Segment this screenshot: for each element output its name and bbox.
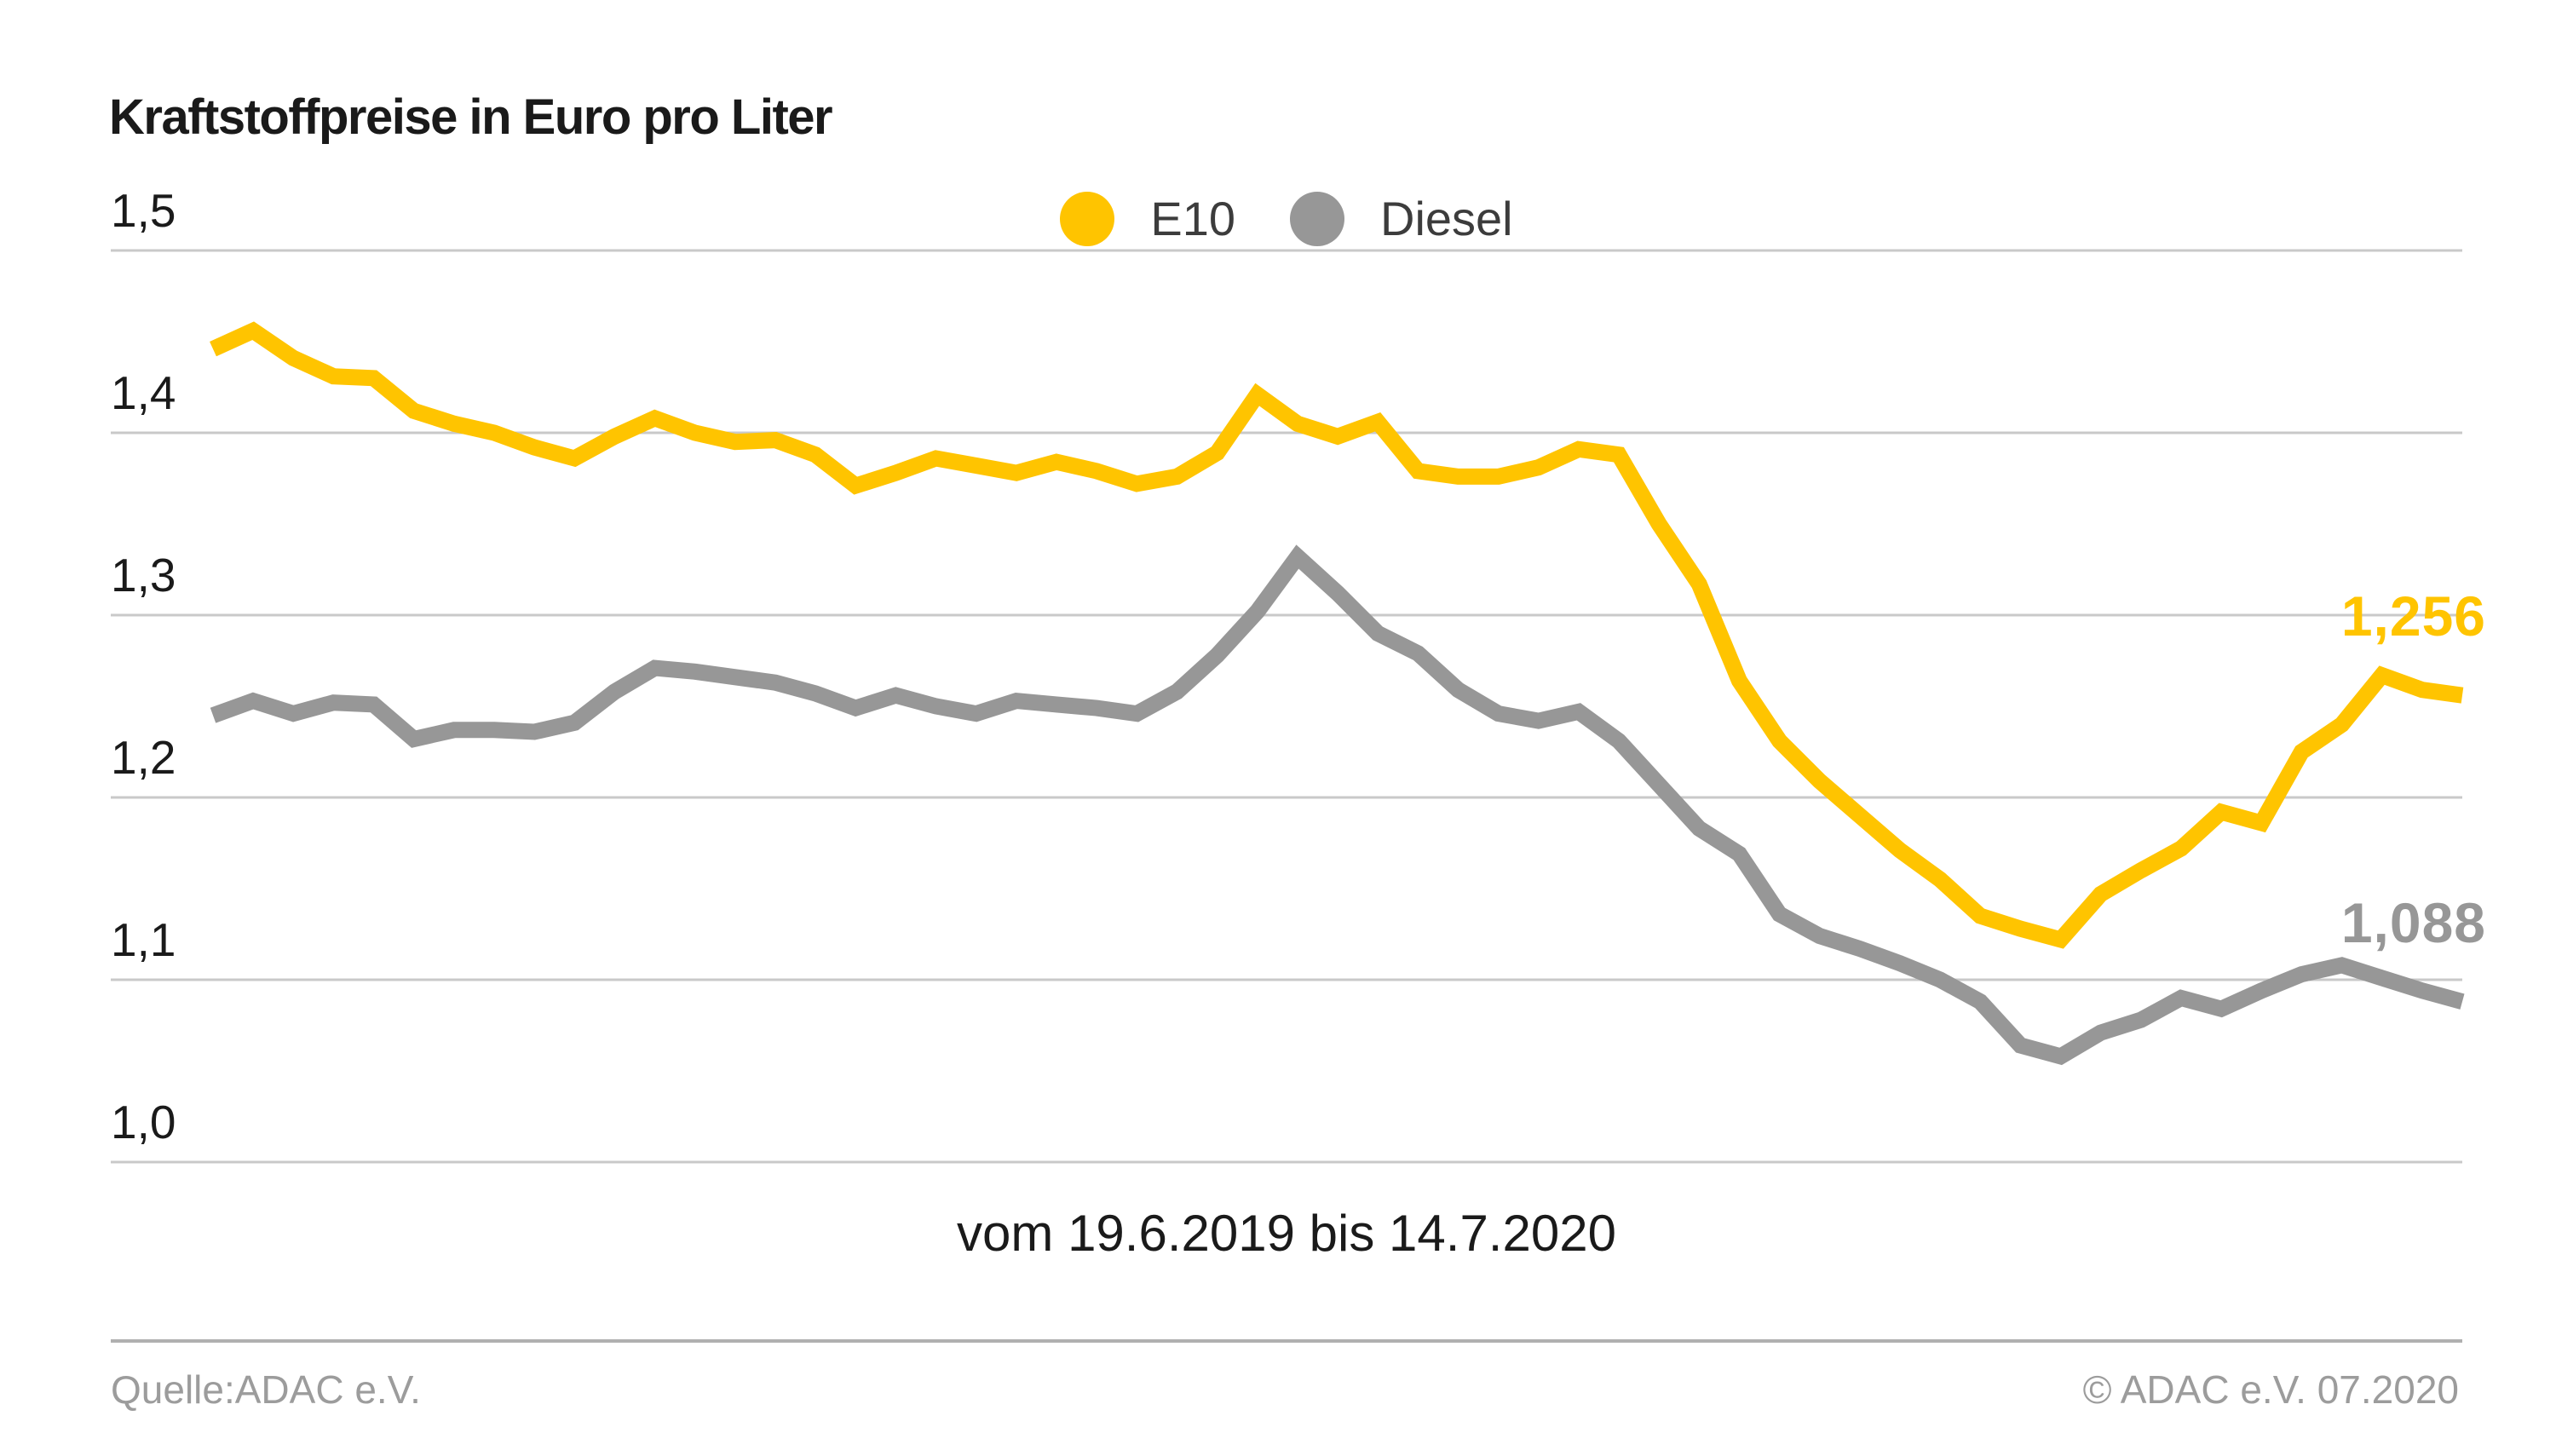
y-axis-label-1-1: 1,1	[111, 913, 176, 966]
legend-item-e10: E10	[1060, 191, 1235, 247]
y-axis-label-1-3: 1,3	[111, 549, 176, 601]
chart-legend: E10 Diesel	[111, 191, 2462, 247]
page-title: Kraftstoffpreise in Euro pro Liter	[109, 89, 833, 145]
legend-swatch-e10-icon	[1060, 192, 1115, 246]
date-range-caption: vom 19.6.2019 bis 14.7.2020	[957, 1205, 1616, 1262]
e10-line	[210, 321, 2464, 949]
y-axis-label-1-5: 1,5	[111, 184, 176, 237]
y-axis-label-1-0: 1,0	[111, 1096, 176, 1148]
copyright-note: © ADAC e.V. 07.2020	[2082, 1367, 2459, 1412]
legend-item-diesel: Diesel	[1290, 191, 1513, 247]
legend-swatch-diesel-icon	[1290, 192, 1344, 246]
legend-label-e10: E10	[1150, 192, 1235, 245]
source-note: Quelle:ADAC e.V.	[111, 1367, 421, 1412]
footer-divider	[111, 1339, 2462, 1343]
y-axis-label-1-4: 1,4	[111, 366, 176, 419]
legend-label-diesel: Diesel	[1380, 192, 1513, 245]
diesel-line	[210, 544, 2465, 1066]
y-axis-label-1-2: 1,2	[111, 731, 176, 784]
diesel-end-value-label: 1,088	[2340, 890, 2486, 954]
e10-end-value-label: 1,256	[2340, 584, 2486, 648]
